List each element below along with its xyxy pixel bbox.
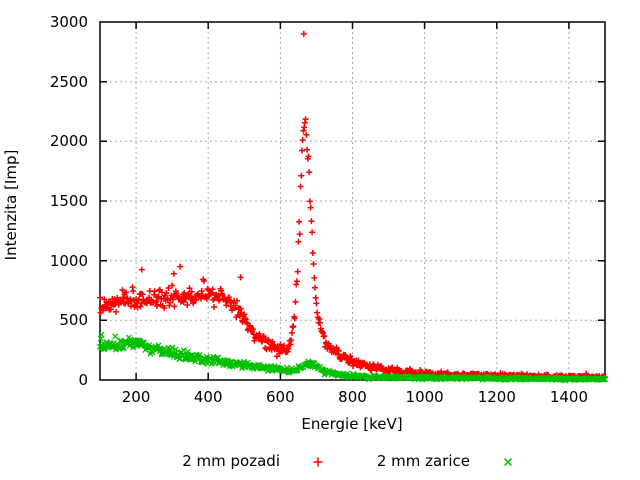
y-tick-label: 500 — [59, 311, 88, 330]
legend: 2 mm pozadi 2 mm zarice — [0, 452, 640, 474]
x-tick-label: 600 — [266, 388, 295, 406]
series-zarice-points — [96, 331, 609, 384]
x-tick-label: 1200 — [477, 388, 516, 406]
x-tick-label: 1000 — [405, 388, 444, 406]
x-tick-label: 1400 — [549, 388, 589, 406]
x-tick-label: 400 — [193, 388, 223, 406]
legend-label-pozadi: 2 mm pozadi — [182, 452, 280, 470]
x-tick-label: 200 — [121, 388, 151, 406]
y-tick-label: 1500 — [49, 192, 88, 210]
y-tick-label: 3000 — [49, 13, 88, 31]
x-axis-title: Energie [keV] — [301, 415, 403, 433]
y-axis-title: Intenzita [Imp] — [2, 149, 20, 261]
legend-label-zarice: 2 mm zarice — [376, 452, 470, 470]
y-tick-label: 2000 — [49, 132, 88, 151]
gridlines — [100, 22, 605, 380]
plus-marker-icon — [310, 454, 326, 470]
x-tick-label: 800 — [338, 388, 367, 406]
cross-marker-icon — [500, 454, 516, 470]
y-tick-label: 2500 — [49, 72, 88, 91]
y-tick-label: 1000 — [49, 251, 88, 270]
y-tick-label: 0 — [78, 371, 88, 389]
